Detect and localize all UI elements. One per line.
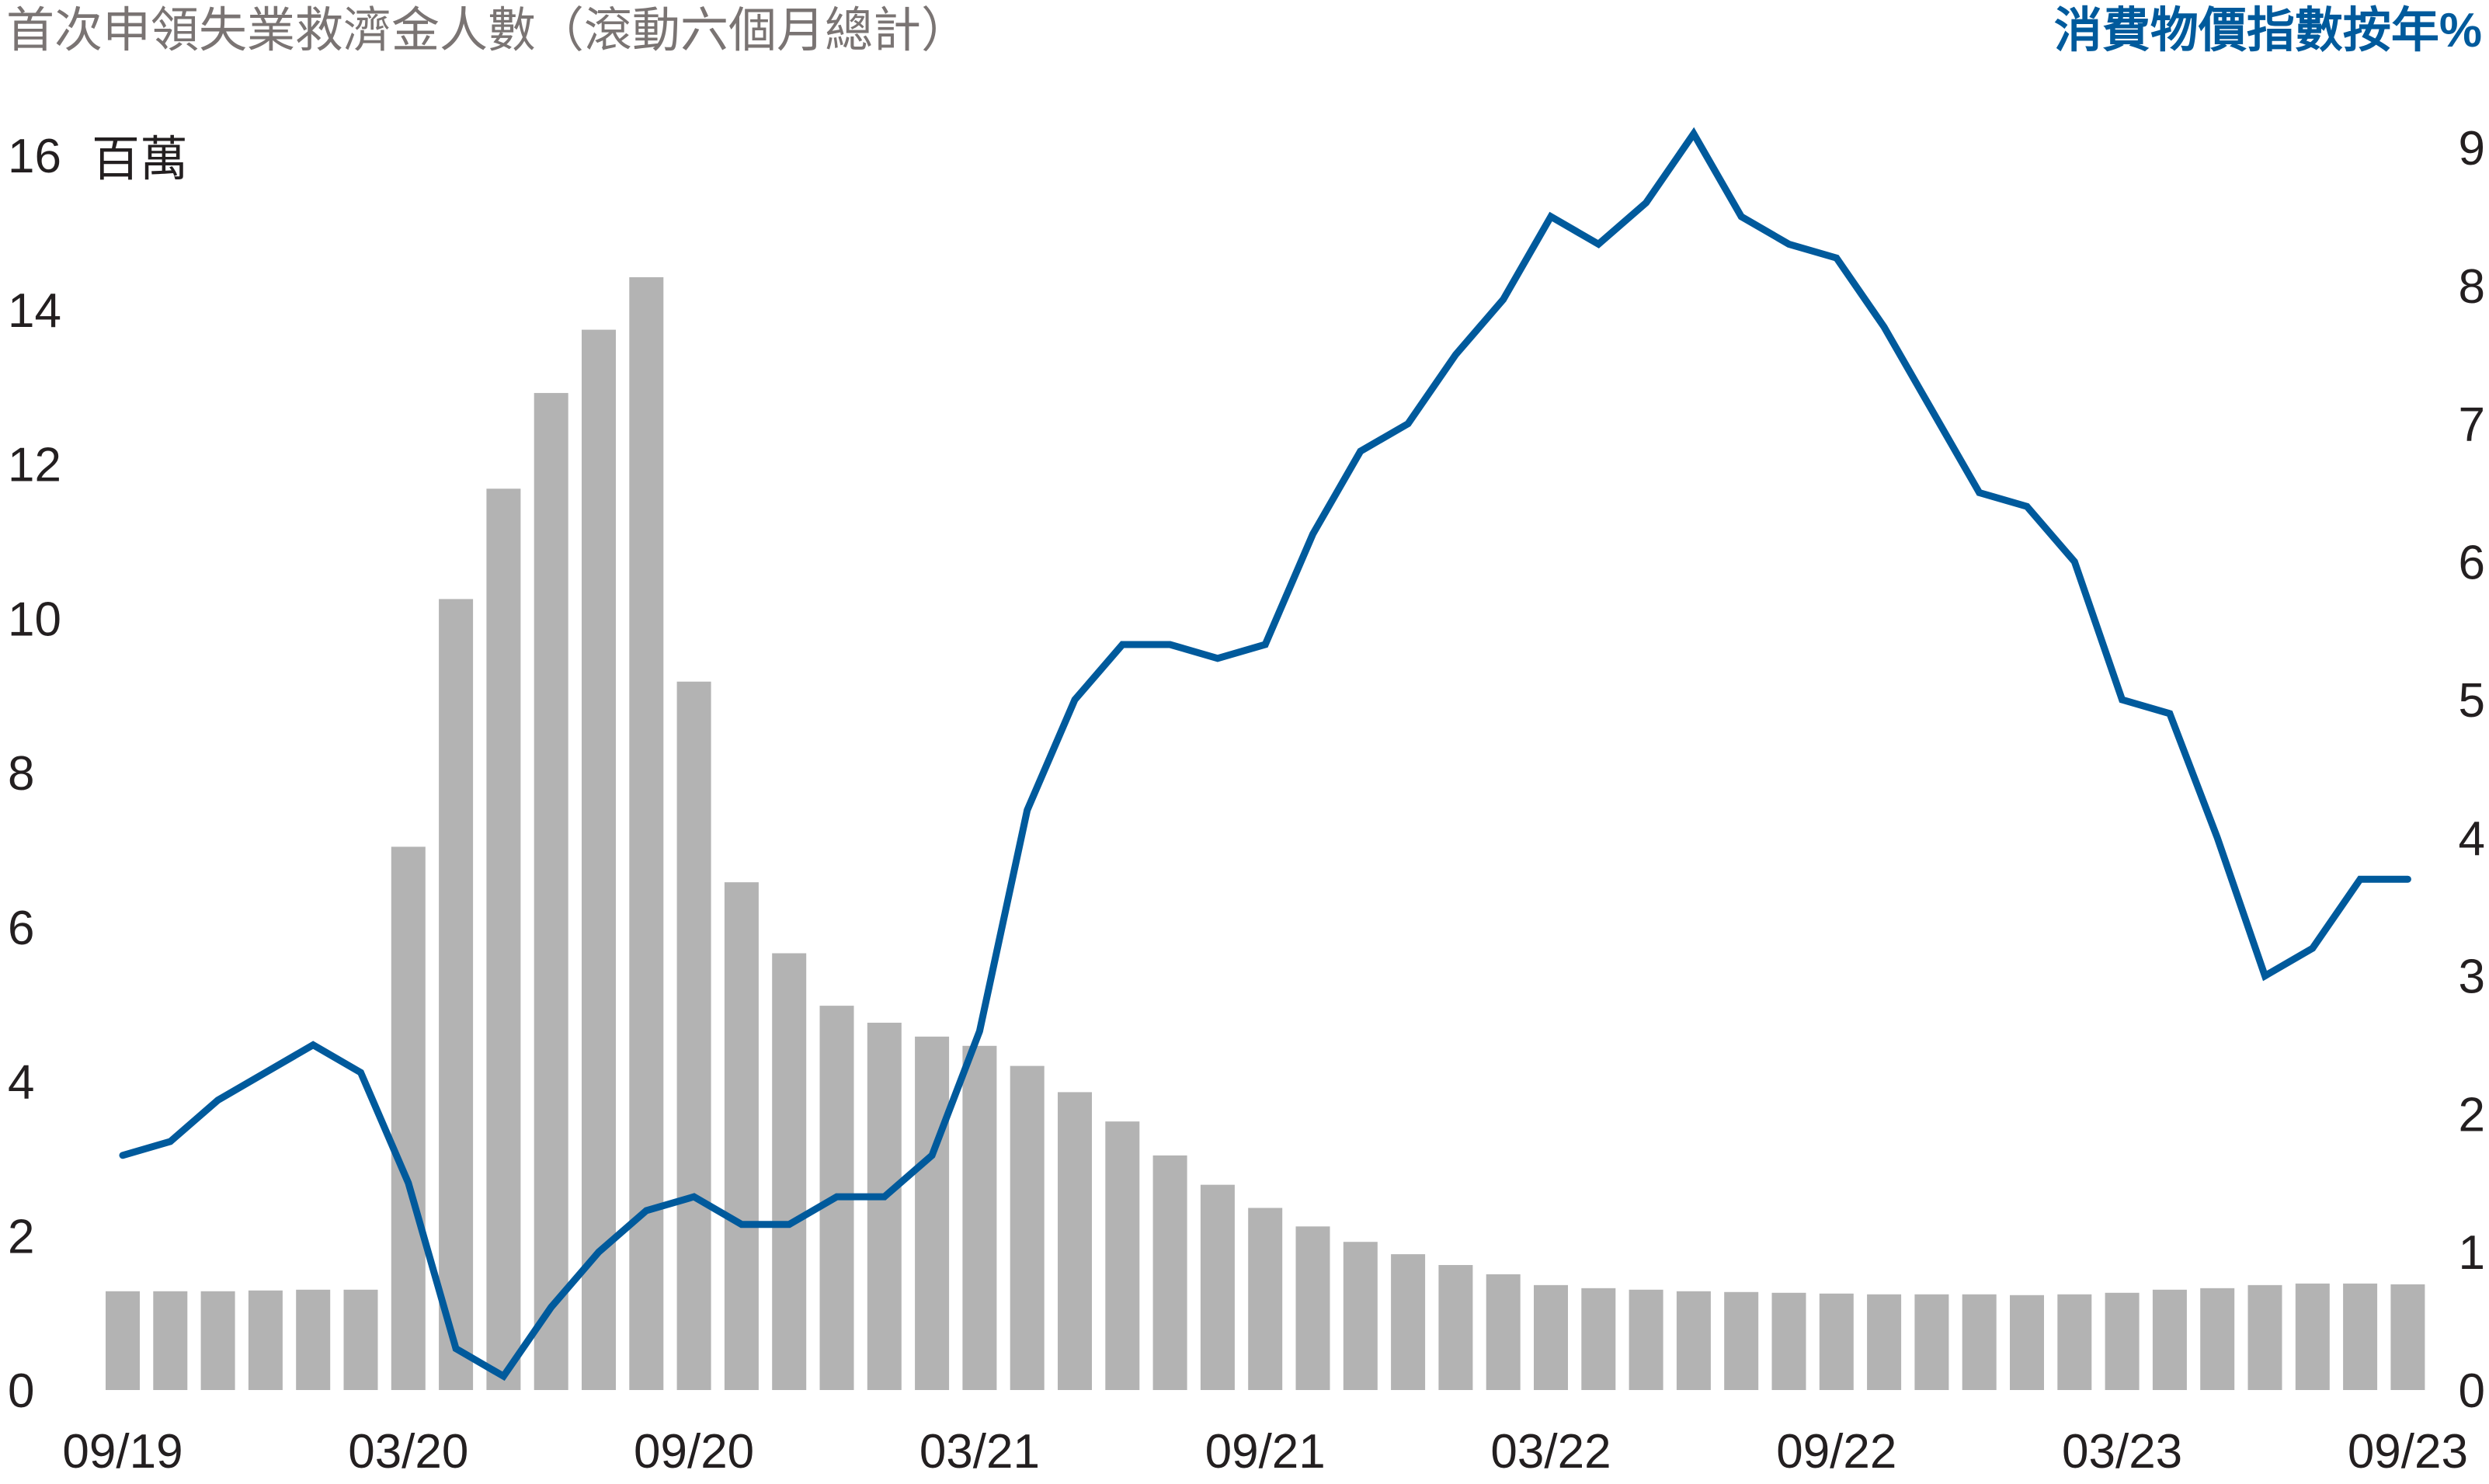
bar — [1105, 1121, 1139, 1390]
right-tick-label: 7 — [2459, 398, 2485, 452]
bar — [582, 330, 616, 1390]
bar — [1962, 1295, 1997, 1390]
left-tick-label: 10 — [8, 593, 61, 646]
bar — [2296, 1284, 2330, 1390]
left-axis-unit: 百萬 — [92, 133, 188, 186]
bar — [867, 1023, 902, 1390]
bar — [296, 1290, 330, 1390]
bar — [201, 1291, 235, 1390]
right-tick-label: 5 — [2459, 674, 2485, 728]
left-tick-label: 8 — [8, 747, 34, 801]
bar — [1486, 1274, 1521, 1390]
bar — [772, 954, 806, 1390]
bar — [1201, 1185, 1235, 1390]
bar — [1867, 1295, 1901, 1390]
right-tick-label: 1 — [2459, 1226, 2485, 1280]
x-tick-label: 03/23 — [2062, 1425, 2182, 1479]
x-tick-label: 03/20 — [348, 1425, 468, 1479]
x-axis-ticks: 09/19 03/20 09/20 03/21 09/21 03/22 09/22 03/23… — [62, 1425, 2468, 1479]
x-tick-label: 03/22 — [1490, 1425, 1611, 1479]
bar — [344, 1290, 378, 1390]
bar — [1677, 1291, 1711, 1390]
left-tick-label: 6 — [8, 902, 34, 955]
left-tick-label: 2 — [8, 1210, 34, 1263]
bar — [2248, 1285, 2282, 1390]
left-tick-label: 0 — [8, 1364, 34, 1418]
x-tick-label: 09/20 — [634, 1425, 754, 1479]
bar — [2105, 1293, 2140, 1390]
right-axis-ticks: 0 1 2 3 4 5 6 7 8 9 — [2459, 122, 2485, 1418]
bar — [2010, 1295, 2044, 1390]
bar — [2153, 1290, 2187, 1390]
right-axis-title: 消費物價指數按年% — [2054, 4, 2482, 57]
left-tick-label: 14 — [8, 284, 61, 338]
right-tick-label: 4 — [2459, 812, 2485, 866]
x-tick-label: 09/22 — [1776, 1425, 1896, 1479]
bar — [1153, 1156, 1187, 1390]
left-tick-label: 12 — [8, 439, 61, 492]
bar — [1296, 1226, 1330, 1390]
x-tick-label: 09/21 — [1205, 1425, 1326, 1479]
bar — [915, 1037, 949, 1390]
left-axis-title: 首次申領失業救濟金人數（滾動六個月總計） — [6, 4, 969, 57]
right-tick-label: 2 — [2459, 1088, 2485, 1142]
bar — [1058, 1092, 1092, 1390]
bar — [2200, 1288, 2234, 1390]
bar — [1724, 1292, 1758, 1390]
right-tick-label: 0 — [2459, 1364, 2485, 1418]
bar — [1820, 1294, 1854, 1390]
bar — [1914, 1295, 1948, 1390]
x-tick-label: 09/19 — [62, 1425, 183, 1479]
bar — [106, 1291, 140, 1390]
bar — [1344, 1242, 1378, 1390]
right-tick-label: 3 — [2459, 951, 2485, 1004]
left-axis-ticks: 0 2 4 6 8 10 12 14 16 — [8, 130, 61, 1418]
right-tick-label: 8 — [2459, 260, 2485, 314]
bar — [962, 1046, 996, 1390]
bar — [1391, 1254, 1425, 1390]
bar — [725, 882, 759, 1390]
bar — [486, 488, 520, 1390]
left-tick-label: 16 — [8, 130, 61, 183]
bar — [2343, 1284, 2377, 1390]
bar — [1629, 1290, 1663, 1390]
bar-series — [106, 277, 2425, 1390]
bar — [249, 1291, 283, 1390]
bar — [534, 393, 568, 1390]
bar — [391, 846, 426, 1390]
bar — [439, 599, 473, 1390]
bar — [1772, 1293, 1806, 1390]
bar — [153, 1291, 187, 1390]
bar — [1438, 1265, 1472, 1390]
x-tick-label: 03/21 — [919, 1425, 1040, 1479]
bar — [1581, 1288, 1615, 1390]
bar — [1248, 1208, 1282, 1390]
bar — [2057, 1295, 2091, 1390]
bar — [677, 682, 711, 1390]
bar — [1534, 1285, 1568, 1390]
right-tick-label: 9 — [2459, 122, 2485, 176]
x-tick-label: 09/23 — [2348, 1425, 2468, 1479]
left-tick-label: 4 — [8, 1056, 34, 1110]
bar — [2390, 1284, 2425, 1390]
bar — [1010, 1066, 1045, 1390]
right-tick-label: 6 — [2459, 536, 2485, 589]
